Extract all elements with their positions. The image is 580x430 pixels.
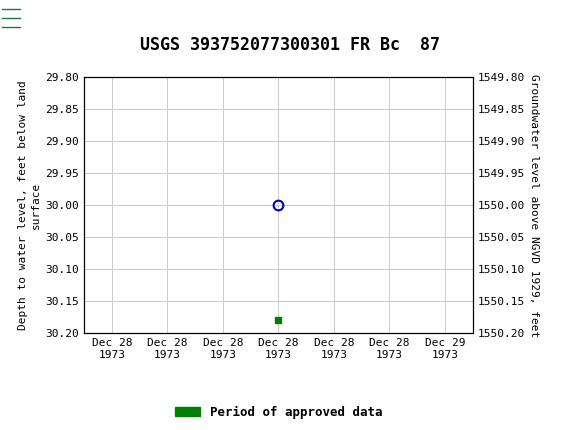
Y-axis label: Groundwater level above NGVD 1929, feet: Groundwater level above NGVD 1929, feet <box>529 74 539 337</box>
Text: USGS: USGS <box>54 9 109 27</box>
Y-axis label: Depth to water level, feet below land
surface: Depth to water level, feet below land su… <box>18 80 41 330</box>
Bar <box>1 2 50 35</box>
Text: USGS 393752077300301 FR Bc  87: USGS 393752077300301 FR Bc 87 <box>140 36 440 54</box>
Legend: Period of approved data: Period of approved data <box>169 401 387 424</box>
